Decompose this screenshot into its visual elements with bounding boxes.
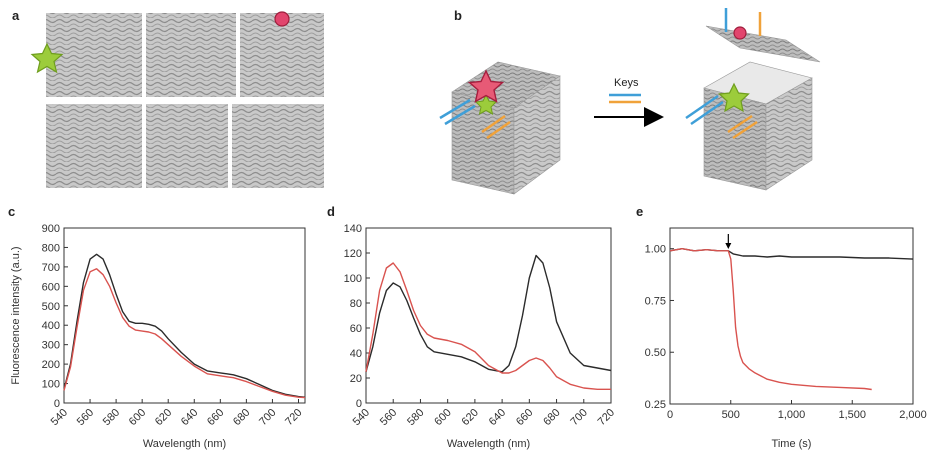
event-arrowhead bbox=[725, 243, 732, 249]
y-tick-label: 400 bbox=[42, 320, 60, 332]
panel-label-c: c bbox=[8, 204, 15, 219]
origami-domain bbox=[232, 104, 324, 188]
closed-box-side bbox=[513, 75, 561, 195]
x-axis-label: Time (s) bbox=[772, 438, 812, 450]
x-tick-label: 700 bbox=[257, 407, 278, 428]
x-tick-label: 680 bbox=[541, 407, 562, 428]
y-tick-label: 0.50 bbox=[645, 347, 666, 359]
y-axis-label: Fluorescence intensity (a.u.) bbox=[10, 246, 22, 384]
green-star-icon bbox=[718, 82, 750, 113]
green-star-icon bbox=[30, 42, 64, 74]
y-tick-label: 80 bbox=[350, 298, 362, 310]
origami-domain bbox=[240, 13, 324, 97]
x-tick-label: 600 bbox=[127, 407, 148, 428]
plot-panel-c: 540 560 580 600 620 640 660 680 700 7200100200300… bbox=[10, 223, 306, 450]
red-series-line bbox=[669, 247, 872, 391]
y-tick-label: 0 bbox=[356, 398, 362, 410]
x-axis-label: Wavelength (nm) bbox=[143, 438, 226, 450]
plot-panel-e: 0 500 1,000 1,500 2,000 0.25 0.50 0.75 1.00 Time … bbox=[645, 227, 927, 450]
x-tick-label: 660 bbox=[514, 407, 535, 428]
black-series-line bbox=[63, 253, 306, 398]
x-tick-label: 560 bbox=[378, 407, 399, 428]
blue-lock-strand bbox=[439, 98, 471, 120]
x-tick-label: 700 bbox=[568, 407, 589, 428]
x-tick-label: 580 bbox=[101, 407, 122, 428]
x-tick-label: 1,500 bbox=[838, 409, 866, 421]
red-series-line bbox=[365, 262, 611, 390]
y-tick-label: 20 bbox=[350, 373, 362, 385]
pink-circle-icon bbox=[733, 26, 747, 40]
y-tick-label: 120 bbox=[344, 248, 362, 260]
plot-frame bbox=[63, 227, 306, 404]
panel-label-e: e bbox=[636, 204, 643, 219]
red-series-line bbox=[63, 268, 306, 399]
origami-domain bbox=[146, 104, 228, 188]
blue-lock-strand bbox=[690, 100, 724, 126]
y-tick-label: 900 bbox=[42, 223, 60, 235]
y-tick-label: 0 bbox=[54, 398, 60, 410]
red-star-icon bbox=[467, 69, 505, 103]
y-tick-label: 300 bbox=[42, 340, 60, 352]
y-tick-label: 100 bbox=[42, 379, 60, 391]
y-tick-label: 200 bbox=[42, 359, 60, 371]
blue-lock-strand bbox=[685, 94, 719, 120]
black-series-line bbox=[365, 254, 612, 373]
open-lid bbox=[705, 25, 821, 63]
y-tick-label: 140 bbox=[344, 223, 362, 235]
x-tick-label: 620 bbox=[153, 407, 174, 428]
open-box-side bbox=[765, 77, 813, 191]
origami-domain bbox=[46, 104, 142, 188]
x-tick-label: 580 bbox=[405, 407, 426, 428]
origami-sheet bbox=[46, 13, 324, 188]
y-tick-label: 800 bbox=[42, 242, 60, 254]
x-axis-label: Wavelength (nm) bbox=[447, 438, 530, 450]
x-tick-label: 620 bbox=[460, 407, 481, 428]
orange-lock-strand bbox=[481, 114, 506, 134]
x-tick-label: 660 bbox=[205, 407, 226, 428]
y-tick-label: 700 bbox=[42, 262, 60, 274]
orange-lock-strand bbox=[732, 120, 758, 140]
y-tick-label: 0.25 bbox=[645, 399, 666, 411]
x-tick-label: 500 bbox=[722, 409, 740, 421]
x-tick-label: 720 bbox=[283, 407, 304, 428]
x-tick-label: 680 bbox=[231, 407, 252, 428]
orange-lock-strand bbox=[727, 114, 753, 134]
panel-label-b: b bbox=[454, 8, 462, 23]
blue-lock-strand bbox=[444, 104, 476, 126]
y-tick-label: 60 bbox=[350, 323, 362, 335]
plot-panel-d: 540 560 580 600 620 640 660 680 700 7200204060801… bbox=[344, 223, 617, 450]
plot-frame bbox=[365, 227, 612, 404]
y-tick-label: 600 bbox=[42, 281, 60, 293]
x-tick-label: 600 bbox=[432, 407, 453, 428]
x-tick-label: 2,000 bbox=[899, 409, 927, 421]
panel-label-a: a bbox=[12, 8, 20, 23]
panel-label-d: d bbox=[327, 204, 335, 219]
x-tick-label: 640 bbox=[179, 407, 200, 428]
x-tick-label: 1,000 bbox=[778, 409, 806, 421]
y-tick-label: 40 bbox=[350, 348, 362, 360]
plot-frame bbox=[669, 227, 914, 405]
y-tick-label: 100 bbox=[344, 273, 362, 285]
x-tick-label: 0 bbox=[667, 409, 673, 421]
pink-circle-icon bbox=[274, 11, 290, 27]
x-tick-label: 640 bbox=[487, 407, 508, 428]
closed-box bbox=[439, 61, 561, 195]
y-tick-label: 500 bbox=[42, 301, 60, 313]
keys-label: Keys bbox=[614, 77, 639, 89]
green-star-icon bbox=[474, 93, 498, 115]
y-tick-label: 0.75 bbox=[645, 295, 666, 307]
y-tick-label: 1.00 bbox=[645, 244, 666, 256]
x-tick-label: 560 bbox=[75, 407, 96, 428]
open-box bbox=[685, 8, 821, 191]
origami-domain bbox=[146, 13, 236, 97]
orange-lock-strand bbox=[486, 120, 511, 140]
x-tick-label: 720 bbox=[596, 407, 617, 428]
